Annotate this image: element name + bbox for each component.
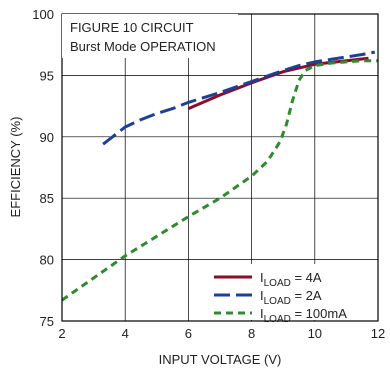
y-tick-label: 90 bbox=[40, 130, 54, 145]
series-line-2 bbox=[102, 50, 376, 146]
legend-label-1: ILOAD = 4A bbox=[260, 270, 322, 289]
x-tick-label: 12 bbox=[371, 326, 385, 341]
series-line-3 bbox=[62, 59, 378, 302]
x-tick-label: 6 bbox=[185, 326, 192, 341]
y-tick-label: 75 bbox=[40, 314, 54, 329]
y-tick-label: 95 bbox=[40, 68, 54, 83]
x-tick-label: 4 bbox=[122, 326, 129, 341]
y-tick-label: 85 bbox=[40, 191, 54, 206]
x-tick-label: 8 bbox=[248, 326, 255, 341]
x-tick-labels: 2 4 6 8 10 12 bbox=[58, 326, 385, 341]
y-tick-label: 80 bbox=[40, 253, 54, 268]
note-line-2: Burst Mode OPERATION bbox=[70, 39, 216, 54]
y-tick-labels: 75 80 85 90 95 100 bbox=[32, 7, 54, 329]
note-box bbox=[62, 14, 238, 58]
legend-background bbox=[208, 264, 376, 320]
y-axis-label: EFFICIENCY (%) bbox=[8, 117, 23, 218]
legend-label-3: ILOAD = 100mA bbox=[260, 306, 347, 325]
series-layer bbox=[62, 50, 378, 302]
y-tick-label: 100 bbox=[32, 7, 54, 22]
x-tick-label: 2 bbox=[58, 326, 65, 341]
series-line-1 bbox=[187, 56, 369, 110]
x-axis-label: INPUT VOLTAGE (V) bbox=[159, 352, 282, 367]
note-line-1: FIGURE 10 CIRCUIT bbox=[70, 20, 194, 35]
x-tick-label: 10 bbox=[308, 326, 322, 341]
legend-label-2: ILOAD = 2A bbox=[260, 288, 322, 307]
